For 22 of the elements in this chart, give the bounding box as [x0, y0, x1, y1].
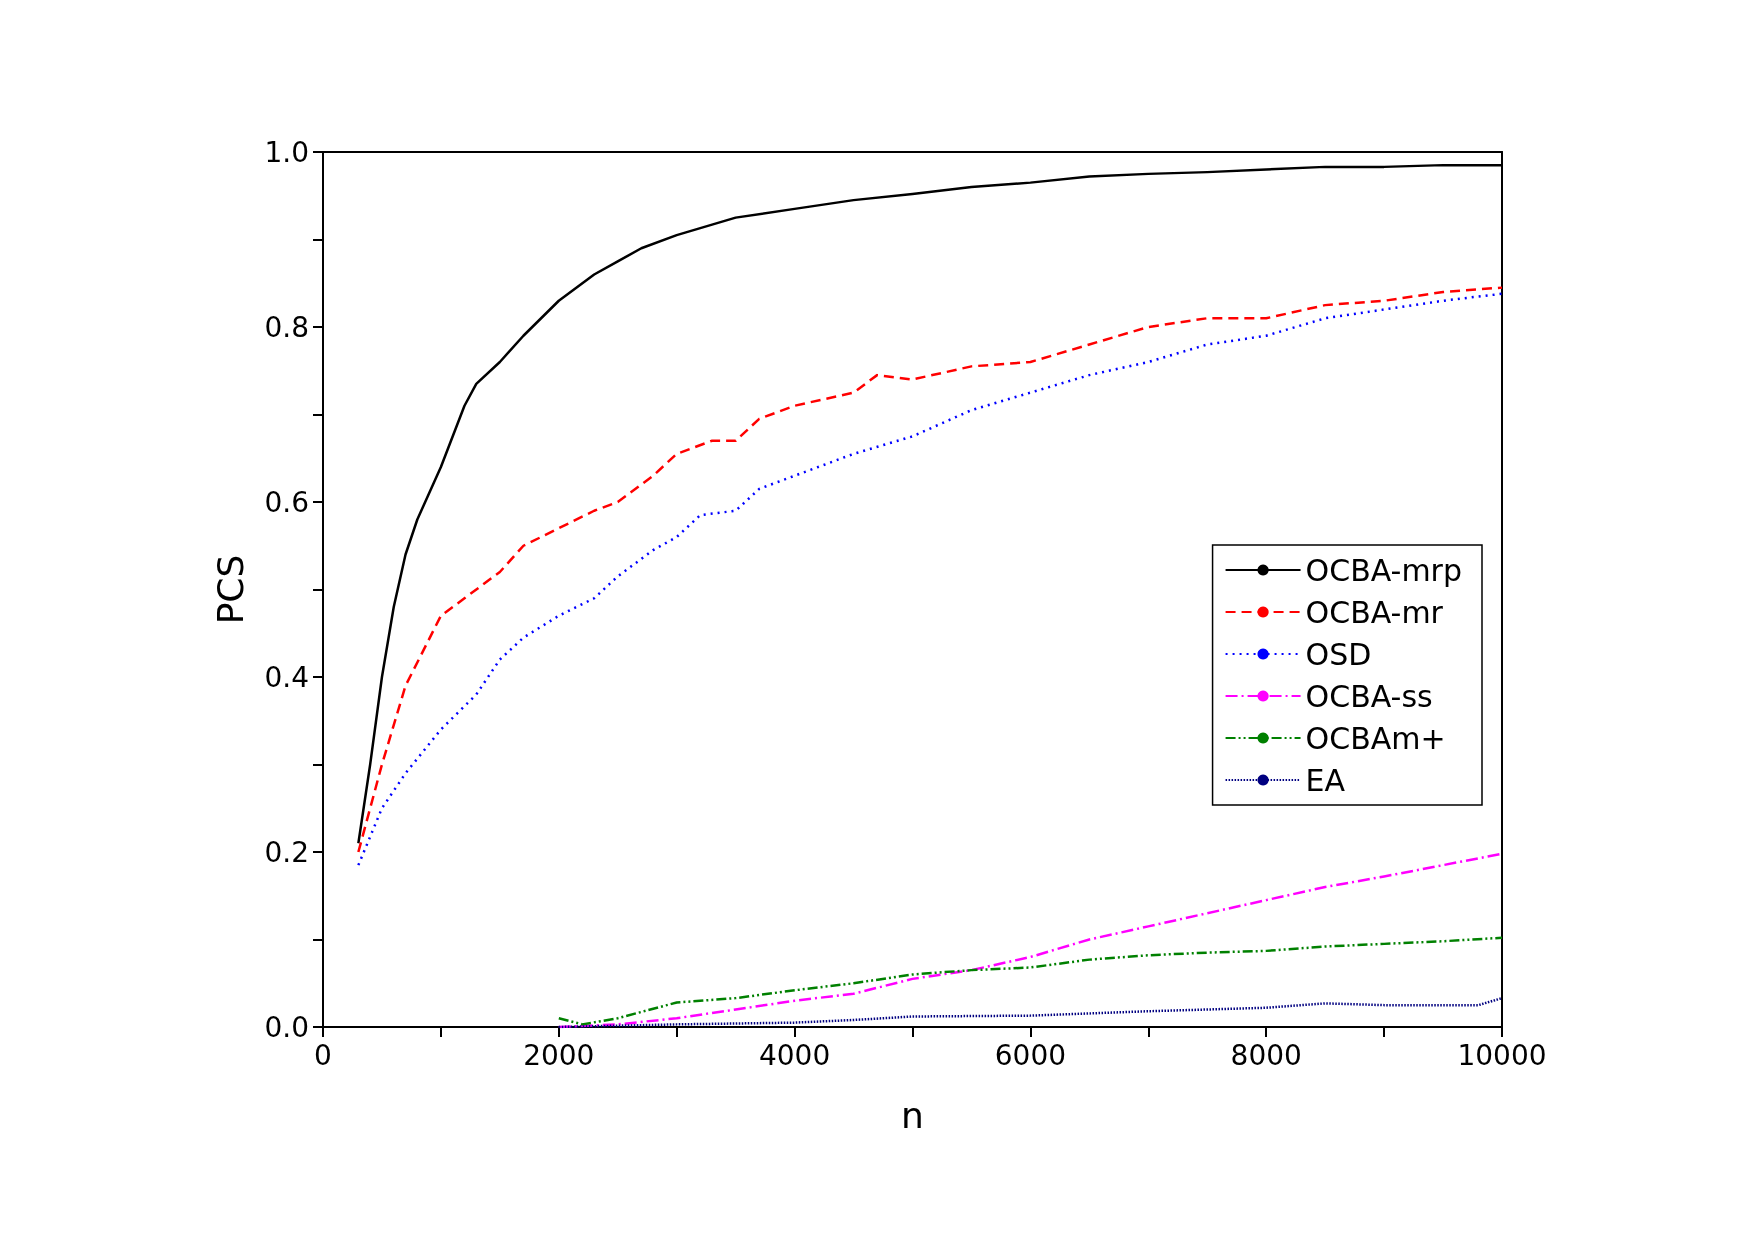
legend-label: EA — [1305, 762, 1346, 798]
legend-label: OSD — [1305, 636, 1372, 672]
y-tick-label: 0.0 — [264, 1010, 309, 1044]
y-tick-label: 0.6 — [264, 485, 309, 519]
x-tick-label: 4000 — [758, 1038, 831, 1072]
legend-label: OCBAm+ — [1305, 720, 1446, 756]
y-tick-label: 0.2 — [264, 835, 309, 869]
y-tick-label: 0.4 — [264, 660, 309, 694]
x-tick-label: 2000 — [523, 1038, 595, 1072]
legend-label: OCBA-mr — [1305, 594, 1444, 630]
y-tick-label: 1.0 — [264, 135, 309, 169]
x-axis-title: n — [901, 1094, 924, 1136]
x-tick-label: 8000 — [1230, 1038, 1302, 1072]
legend-label: OCBA-ss — [1305, 678, 1433, 714]
legend-label: OCBA-mrp — [1305, 552, 1463, 588]
x-tick-label: 6000 — [994, 1038, 1067, 1072]
x-tick-label: 0 — [314, 1038, 332, 1072]
line-series — [557, 936, 1504, 1026]
y-tick-label: 0.8 — [264, 310, 309, 344]
y-axis-title: PCS — [209, 554, 251, 625]
x-tick-label: 10000 — [1457, 1038, 1547, 1072]
line-series — [557, 996, 1504, 1029]
